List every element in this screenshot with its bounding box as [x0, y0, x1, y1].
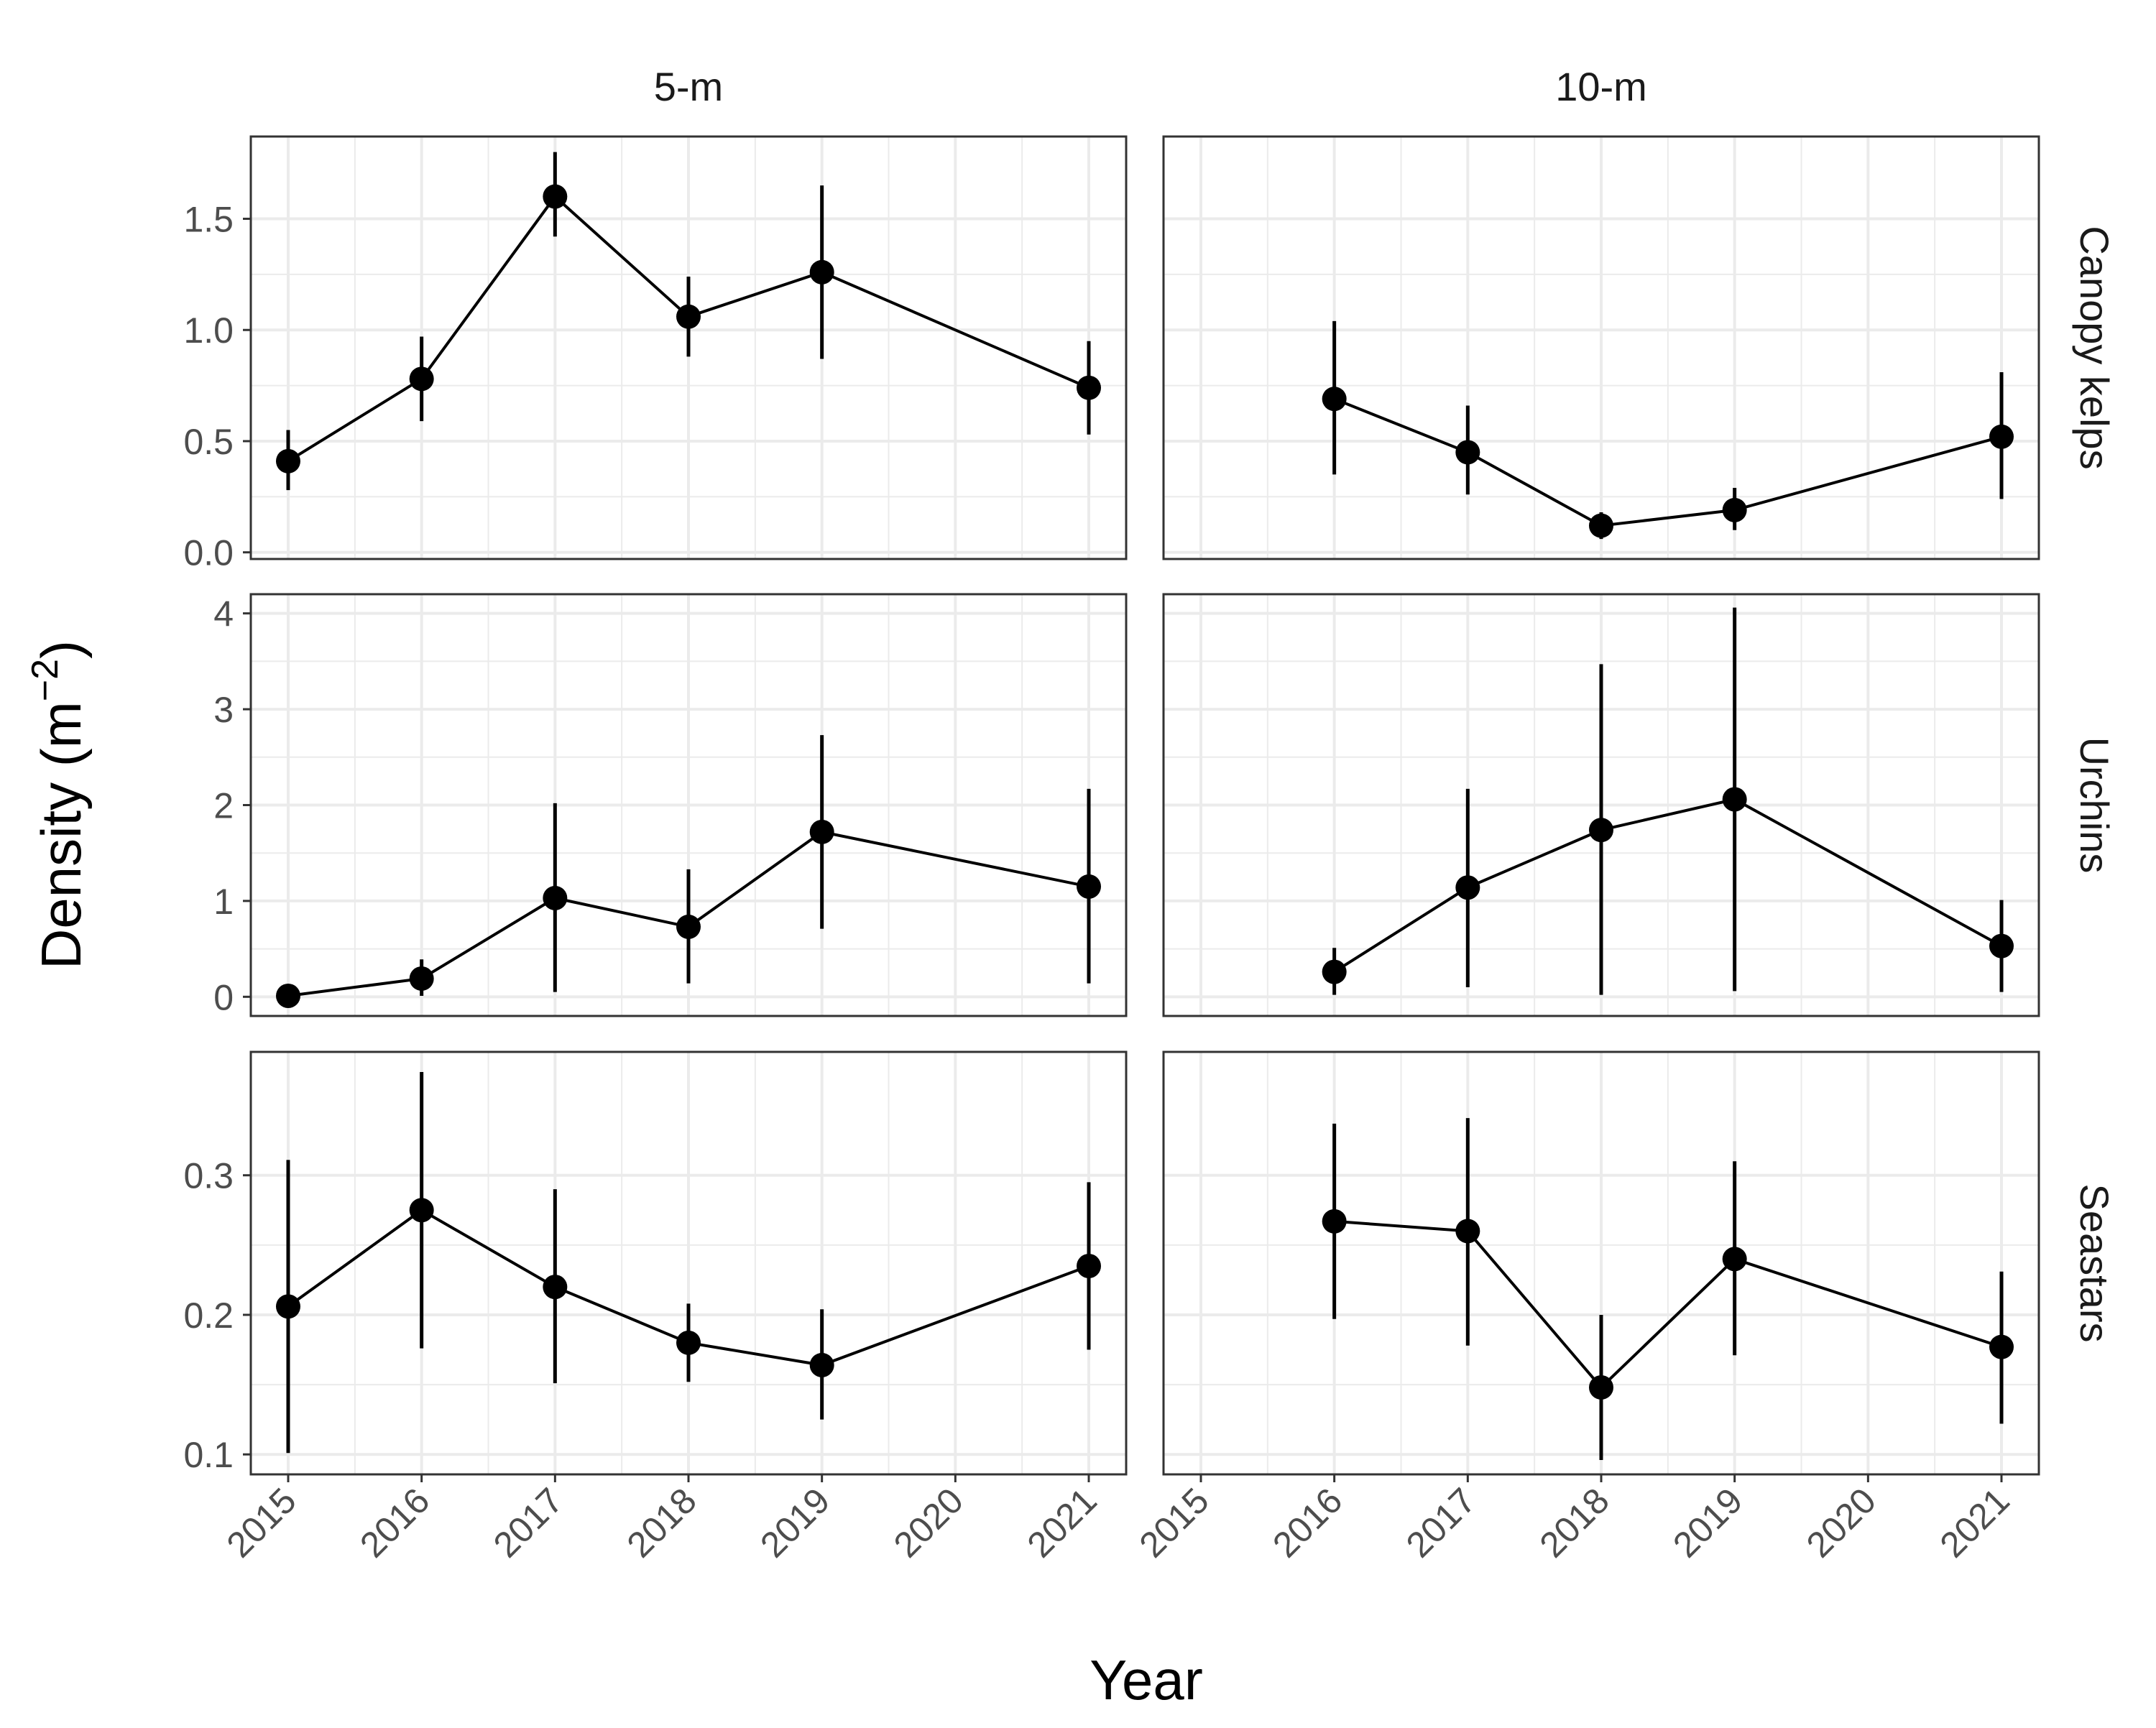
row-strip-label-urchins: Urchins — [2072, 737, 2117, 874]
y-tick-label-urchins-1: 1 — [213, 882, 234, 922]
data-point-canopy-kelps-10-m-2019 — [1722, 497, 1747, 522]
y-tick-label-seastars-0: 0.1 — [183, 1435, 234, 1475]
panel-canopy-kelps-10-m — [1162, 135, 2040, 560]
data-point-canopy-kelps-10-m-2018 — [1589, 513, 1613, 538]
x-axis-title: Year — [1089, 1648, 1203, 1711]
data-point-canopy-kelps-10-m-2017 — [1455, 440, 1480, 465]
data-point-canopy-kelps-5-m-2019 — [809, 259, 834, 285]
data-point-urchins-5-m-2018 — [676, 914, 701, 939]
panels-layer: 5-m 10-m Canopy kelps 0.0 0.5 1.0 1.5 Urchins 0 1… — [183, 64, 2117, 1565]
data-point-urchins-10-m-2018 — [1589, 818, 1613, 843]
data-point-seastars-5-m-2015 — [275, 1294, 300, 1319]
x-tick-label-5-m-2020: 2020 — [886, 1480, 971, 1565]
data-point-urchins-10-m-2016 — [1322, 959, 1347, 984]
y-axis-title-close: ) — [29, 640, 93, 659]
y-tick-label-canopy-kelps-0: 0.0 — [183, 533, 234, 573]
data-point-seastars-10-m-2021 — [1989, 1334, 2014, 1359]
data-point-seastars-5-m-2019 — [809, 1352, 834, 1377]
data-point-urchins-5-m-2016 — [409, 966, 434, 991]
data-point-seastars-5-m-2018 — [676, 1330, 701, 1355]
x-tick-label-5-m-2017: 2017 — [486, 1480, 571, 1565]
data-point-canopy-kelps-5-m-2017 — [543, 184, 568, 209]
data-point-canopy-kelps-5-m-2018 — [676, 304, 701, 329]
y-tick-label-urchins-2: 2 — [213, 786, 234, 826]
x-tick-label-5-m-2021: 2021 — [1020, 1480, 1105, 1565]
data-point-urchins-5-m-2021 — [1077, 874, 1102, 899]
y-tick-label-urchins-3: 3 — [213, 690, 234, 730]
data-point-seastars-5-m-2021 — [1077, 1253, 1102, 1278]
data-point-canopy-kelps-10-m-2021 — [1989, 424, 2014, 449]
y-tick-label-seastars-2: 0.3 — [183, 1156, 234, 1196]
y-axis-title-main: Density (m — [29, 701, 93, 969]
x-tick-label-10-m-2018: 2018 — [1532, 1480, 1617, 1565]
row-strip-label-seastars: Seastars — [2072, 1184, 2117, 1343]
y-tick-label-canopy-kelps-2: 1.0 — [183, 310, 234, 351]
panel-border — [249, 593, 1128, 1017]
series-line-seastars-5-m — [287, 1208, 1089, 1367]
panel-urchins-10-m — [1162, 593, 2040, 1017]
panel-canopy-kelps-5-m — [249, 135, 1128, 560]
data-point-seastars-5-m-2016 — [409, 1198, 434, 1223]
panel-seastars-10-m — [1162, 1050, 2040, 1476]
y-axis-title-superscript: −2 — [24, 659, 66, 701]
data-point-seastars-10-m-2019 — [1722, 1247, 1747, 1272]
x-tick-label-5-m-2016: 2016 — [352, 1480, 437, 1565]
x-tick-label-10-m-2015: 2015 — [1132, 1480, 1217, 1565]
x-tick-label-10-m-2021: 2021 — [1932, 1480, 2017, 1565]
panel-border — [1162, 135, 2040, 560]
data-point-seastars-10-m-2017 — [1455, 1219, 1480, 1244]
x-tick-label-5-m-2018: 2018 — [619, 1480, 704, 1565]
data-point-urchins-10-m-2021 — [1989, 933, 2014, 958]
x-tick-label-10-m-2020: 2020 — [1799, 1480, 1884, 1565]
x-tick-label-10-m-2016: 2016 — [1265, 1480, 1350, 1565]
series-line-urchins-5-m — [287, 830, 1089, 997]
data-point-urchins-10-m-2017 — [1455, 875, 1480, 900]
data-point-canopy-kelps-5-m-2021 — [1077, 375, 1102, 400]
x-tick-label-5-m-2015: 2015 — [219, 1480, 304, 1565]
y-tick-label-canopy-kelps-1: 0.5 — [183, 422, 234, 462]
y-axis-title: Density (m−2) — [24, 640, 93, 969]
panel-seastars-5-m — [249, 1050, 1128, 1476]
data-point-urchins-5-m-2019 — [809, 819, 834, 844]
data-point-urchins-5-m-2017 — [543, 885, 568, 910]
y-tick-label-urchins-4: 4 — [213, 594, 234, 634]
y-tick-label-canopy-kelps-3: 1.5 — [183, 200, 234, 240]
panel-urchins-5-m — [249, 593, 1128, 1017]
data-point-seastars-10-m-2018 — [1589, 1374, 1613, 1400]
column-strip-label-10-m: 10-m — [1555, 64, 1647, 109]
panel-border — [249, 135, 1128, 560]
data-point-canopy-kelps-10-m-2016 — [1322, 387, 1347, 412]
column-strip-label-5-m: 5-m — [654, 64, 723, 109]
row-strip-label-canopy-kelps: Canopy kelps — [2072, 226, 2117, 469]
data-point-urchins-10-m-2019 — [1722, 787, 1747, 812]
data-point-urchins-5-m-2015 — [275, 983, 300, 1008]
data-point-canopy-kelps-5-m-2015 — [275, 448, 300, 473]
x-tick-label-5-m-2019: 2019 — [752, 1480, 837, 1565]
x-tick-label-10-m-2019: 2019 — [1665, 1480, 1750, 1565]
data-point-seastars-10-m-2016 — [1322, 1209, 1347, 1234]
y-tick-label-seastars-1: 0.2 — [183, 1295, 234, 1336]
data-point-seastars-5-m-2017 — [543, 1275, 568, 1300]
x-tick-label-10-m-2017: 2017 — [1399, 1480, 1483, 1565]
panel-border — [1162, 593, 2040, 1017]
data-point-canopy-kelps-5-m-2016 — [409, 366, 434, 392]
series-line-canopy-kelps-5-m — [287, 194, 1089, 463]
y-tick-label-urchins-0: 0 — [213, 977, 234, 1017]
